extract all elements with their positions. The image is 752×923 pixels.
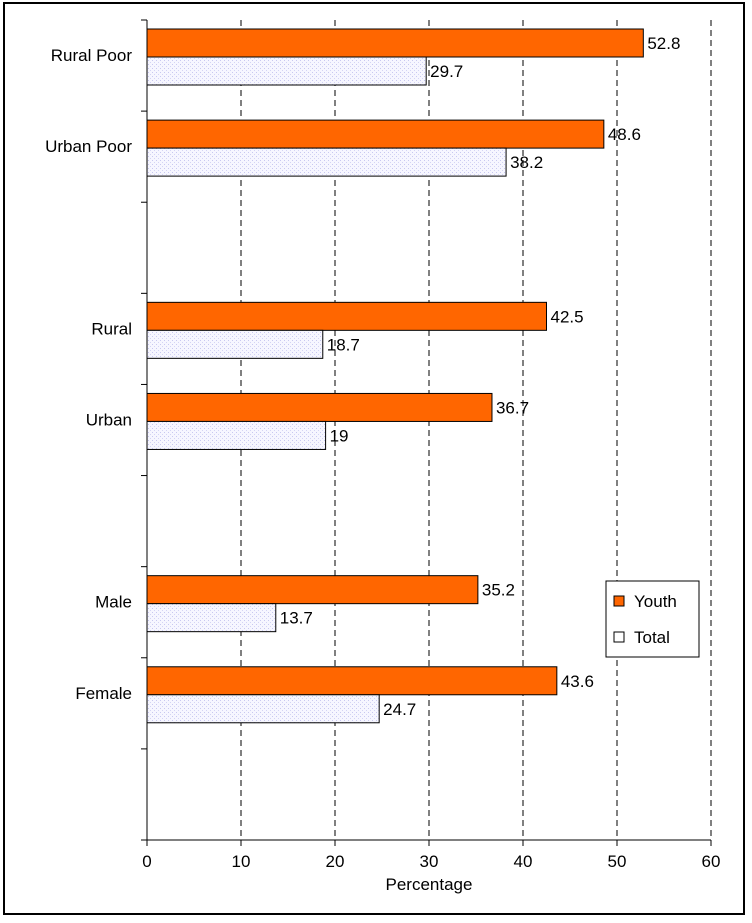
x-tick-label-50: 50 [608,852,627,871]
data-label-total-rural-poor: 29.7 [430,62,463,81]
data-label-total-urban: 19 [330,426,349,445]
x-tick-label-40: 40 [514,852,533,871]
data-label-total-rural: 18.7 [327,335,360,354]
bar-total-urban [146,420,327,450]
bar-youth-rural [146,301,547,331]
x-tick-label-30: 30 [420,852,439,871]
category-label-male: Male [95,593,132,612]
data-label-total-urban-poor: 38.2 [510,153,543,172]
category-label-rural-poor: Rural Poor [51,46,133,65]
legend-label-total: Total [634,628,670,647]
bars [146,28,644,724]
x-tick-label-20: 20 [326,852,345,871]
category-label-urban: Urban [86,410,132,429]
data-label-youth-urban: 36.7 [496,398,529,417]
data-label-total-female: 24.7 [383,700,416,719]
bar-total-male [146,603,277,633]
x-axis-title: Percentage [386,875,473,894]
x-tick-label-0: 0 [142,852,151,871]
data-label-youth-male: 35.2 [482,581,515,600]
data-label-total-male: 13.7 [280,609,313,628]
legend-label-youth: Youth [634,592,677,611]
data-label-youth-rural: 42.5 [551,307,584,326]
bar-total-urban-poor [146,147,507,177]
bar-youth-urban [146,392,493,422]
bar-youth-rural-poor [146,28,644,58]
labels: 0 10 20 30 40 50 60 52.8 29.7 Rural Poor 48.6 38.2 U… [45,34,720,871]
legend-box [605,580,700,658]
bar-youth-urban-poor [146,119,605,149]
x-tick-label-10: 10 [232,852,251,871]
bar-total-female [146,694,380,724]
x-tick-label-60: 60 [702,852,721,871]
legend: Youth Total [605,580,700,658]
bar-total-rural-poor [146,56,427,86]
category-label-rural: Rural [91,319,132,338]
category-label-urban-poor: Urban Poor [45,137,132,156]
data-label-youth-female: 43.6 [561,672,594,691]
category-label-female: Female [75,684,132,703]
data-label-youth-rural-poor: 52.8 [647,34,680,53]
bar-youth-female [146,666,558,696]
legend-swatch-youth [613,595,625,607]
bar-total-rural [146,329,324,359]
bar-youth-male [146,575,479,605]
data-label-youth-urban-poor: 48.6 [608,125,641,144]
legend-swatch-total [613,631,625,643]
